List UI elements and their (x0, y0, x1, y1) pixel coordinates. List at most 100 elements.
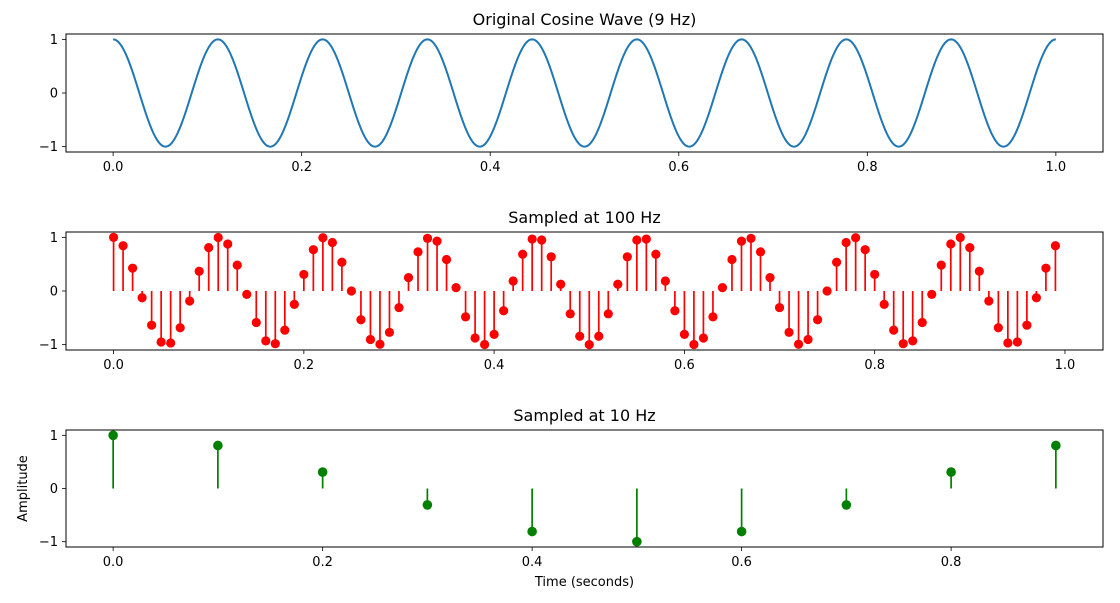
stem-marker (213, 232, 223, 243)
stem-marker (317, 467, 328, 477)
stem-marker (765, 273, 775, 283)
y-tick-label: 0 (50, 87, 58, 102)
stem-marker (613, 279, 623, 289)
stem-marker (774, 302, 785, 313)
stem-marker (803, 334, 813, 345)
stem-marker (108, 430, 118, 441)
stem-marker (556, 279, 566, 289)
stem-marker (870, 269, 880, 280)
stem-marker (1012, 337, 1022, 347)
stem-marker (204, 243, 214, 253)
stem-marker (299, 269, 309, 280)
stem-marker (708, 312, 718, 322)
stem-marker (736, 526, 747, 537)
stem-marker (270, 339, 280, 349)
x-tick-label: 1.0 (1046, 160, 1067, 175)
stem-marker (518, 249, 528, 259)
stem-marker (432, 236, 442, 246)
chart-title: Sampled at 10 Hz (513, 406, 655, 425)
stem-marker (632, 536, 642, 547)
stem-marker (185, 296, 195, 306)
x-tick-label: 0.6 (731, 555, 752, 570)
stem-marker (698, 333, 709, 343)
stem-marker (356, 315, 366, 325)
stem-marker (527, 234, 537, 244)
stem-marker (232, 260, 242, 270)
stem-marker (251, 317, 261, 328)
stem-marker (594, 331, 604, 341)
stem-marker (832, 257, 842, 267)
stem-marker (413, 247, 423, 257)
y-tick-label: −1 (39, 338, 58, 353)
stem-marker (460, 312, 471, 322)
stem-marker (917, 317, 927, 328)
x-tick-label: 0.2 (312, 555, 333, 570)
stem-marker (860, 245, 870, 255)
stem-marker (403, 273, 414, 283)
stem-marker (565, 309, 575, 319)
stem-marker (575, 331, 585, 341)
stem-marker (660, 276, 670, 286)
stem-marker (889, 325, 899, 335)
stem-marker (537, 235, 547, 245)
stem-marker (422, 233, 433, 243)
stem-marker (480, 339, 490, 350)
stem-marker (955, 232, 965, 243)
stem-marker (499, 306, 509, 316)
stem-marker (603, 309, 613, 319)
y-tick-label: 1 (50, 429, 58, 444)
y-tick-label: 0 (50, 285, 58, 300)
stem-marker (384, 327, 395, 337)
plot-area (113, 38, 1056, 148)
x-tick-label: 0.4 (484, 358, 505, 373)
stem-marker (489, 329, 499, 339)
stem-marker (422, 500, 433, 510)
x-tick-label: 0.0 (103, 358, 124, 373)
stem-marker (346, 286, 357, 296)
stem-marker (812, 315, 823, 325)
stem-marker (993, 323, 1003, 333)
stem-marker (327, 237, 337, 248)
axes-frame (65, 429, 1104, 548)
y-tick-label: −1 (39, 140, 58, 155)
x-tick-label: 0.4 (480, 160, 501, 175)
stem-marker (137, 293, 147, 303)
stem-marker (1031, 293, 1042, 303)
x-tick-label: 0.8 (857, 160, 878, 175)
stem-marker (670, 306, 680, 316)
stem-marker (108, 232, 119, 242)
series-line (113, 38, 1056, 148)
stem-marker (337, 257, 347, 267)
stem-marker (965, 243, 975, 253)
stem-marker (213, 440, 223, 451)
stem-marker (841, 500, 852, 510)
stem-marker (651, 249, 661, 259)
subplot-2: Sampled at 100 Hz 0.0 0.2 0.4 0.6 0.8 1.0 1 0 −1 (39, 208, 1104, 373)
stem-marker (280, 325, 290, 335)
stem-marker (308, 245, 318, 255)
stem-marker (441, 254, 452, 265)
y-axis-label: Amplitude (16, 455, 31, 522)
stem-marker (746, 233, 756, 243)
plot-area (108, 430, 1061, 547)
stem-marker (755, 247, 766, 257)
stem-marker (927, 289, 937, 299)
x-tick-label: 0.0 (103, 555, 124, 570)
stem-marker (375, 339, 385, 349)
stem-marker (822, 286, 832, 296)
chart-title: Sampled at 100 Hz (508, 208, 660, 227)
stem-marker (679, 329, 689, 339)
x-tick-label: 0.8 (864, 358, 885, 373)
stem-marker (242, 289, 252, 299)
stem-marker (841, 237, 851, 248)
stem-marker (127, 263, 138, 273)
y-tick-label: 0 (50, 482, 58, 497)
x-tick-label: 1.0 (1055, 358, 1076, 373)
x-tick-label: 0.6 (668, 160, 689, 175)
stem-marker (1041, 263, 1051, 273)
stem-marker (470, 333, 480, 343)
stem-marker (166, 338, 176, 348)
stem-marker (546, 252, 556, 262)
stem-marker (175, 323, 185, 333)
